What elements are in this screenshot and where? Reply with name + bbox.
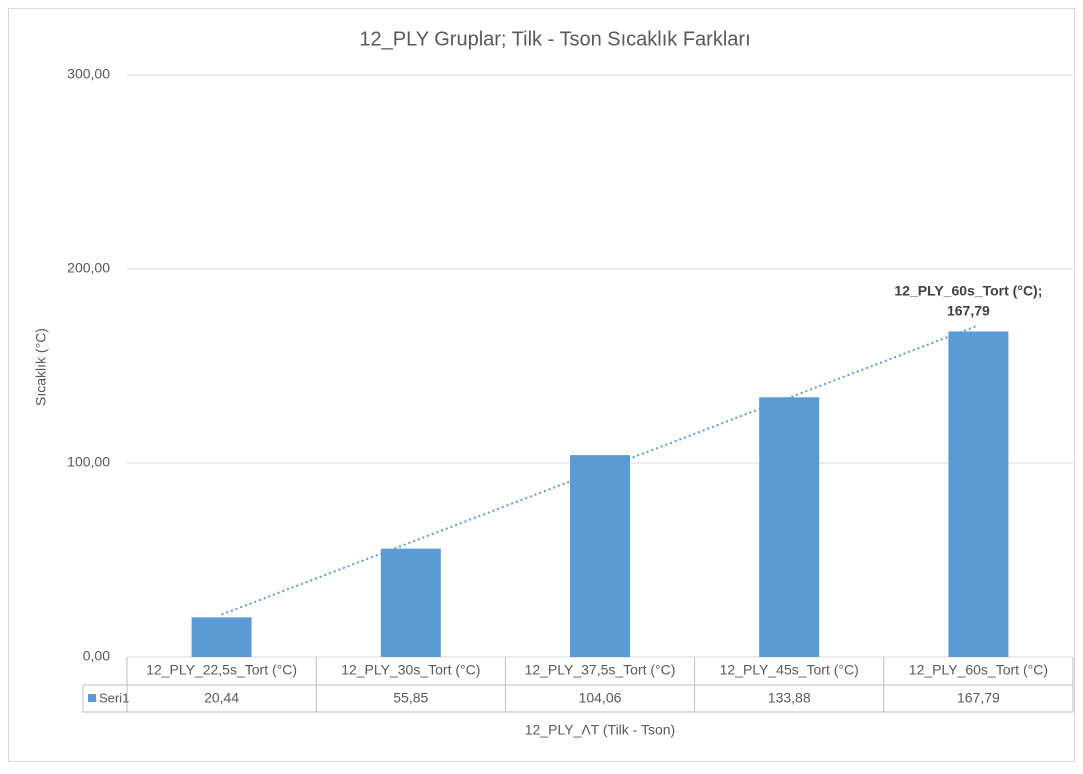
data-label: 167,79 <box>947 303 990 319</box>
table-value: 133,88 <box>768 690 811 706</box>
y-tick-label: 300,00 <box>67 66 110 82</box>
x-tick-label: 12_PLY_45s_Tort (°C) <box>720 662 859 678</box>
bar <box>759 397 820 657</box>
y-axis-title: Sıcaklık (°C) <box>33 328 49 406</box>
table-value: 104,06 <box>579 690 622 706</box>
bar <box>570 455 630 657</box>
x-tick-label: 12_PLY_22,5s_Tort (°C) <box>146 662 297 678</box>
bar <box>191 617 252 657</box>
x-tick-label: 12_PLY_30s_Tort (°C) <box>341 662 480 678</box>
table-value: 55,85 <box>393 690 428 706</box>
table-value: 20,44 <box>204 690 239 706</box>
x-axis-title: 12_PLY_ΛT (Tilk - Tson) <box>525 722 675 738</box>
table-value: 167,79 <box>957 690 1000 706</box>
y-tick-label: 0,00 <box>83 648 110 664</box>
legend-swatch <box>88 694 96 702</box>
data-label: 12_PLY_60s_Tort (°C); <box>894 283 1042 299</box>
trendline <box>221 324 979 616</box>
x-tick-label: 12_PLY_37,5s_Tort (°C) <box>525 662 676 678</box>
y-tick-label: 100,00 <box>67 454 110 470</box>
bar <box>380 548 441 657</box>
y-tick-label: 200,00 <box>67 260 110 276</box>
chart-area <box>8 8 1075 762</box>
bar <box>948 331 1009 657</box>
legend-label: Seri1 <box>99 690 129 705</box>
x-tick-label: 12_PLY_60s_Tort (°C) <box>909 662 1048 678</box>
chart-title: 12_PLY Gruplar; Tilk - Tson Sıcaklık Far… <box>359 28 750 50</box>
